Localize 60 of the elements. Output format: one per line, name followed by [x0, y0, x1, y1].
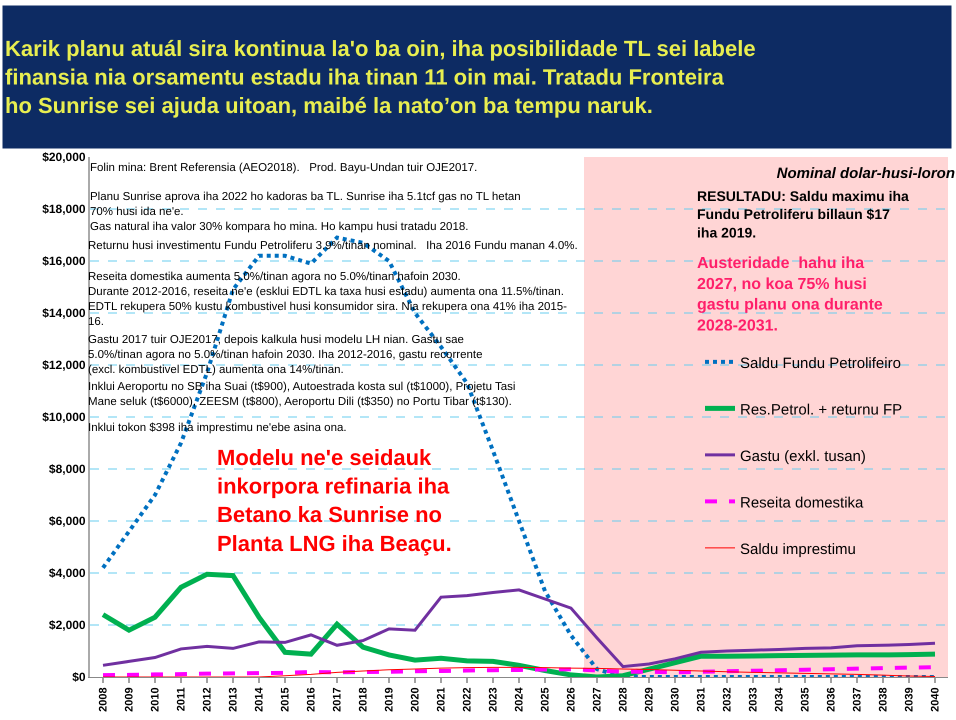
x-tick-label: 2023 — [488, 687, 500, 712]
x-tick-label: 2026 — [566, 687, 578, 712]
x-tick-label: 2036 — [826, 687, 838, 712]
x-tick-label: 2018 — [358, 687, 370, 712]
x-tick-label: 2029 — [644, 687, 656, 712]
y-tick-label: $16,000 — [42, 254, 86, 268]
x-tick-label: 2038 — [878, 687, 890, 712]
x-tick-label: 2019 — [384, 687, 396, 712]
y-tick-label: $18,000 — [42, 202, 86, 216]
annotation: Nominal dolar-husi-loron — [776, 165, 955, 182]
x-tick-label: 2027 — [592, 687, 604, 712]
legend-label: Saldu imprestimu — [740, 540, 856, 558]
y-tick-label: $6,000 — [48, 514, 86, 528]
x-tick-label: 2015 — [280, 687, 292, 712]
x-tick-label: 2014 — [254, 686, 266, 712]
x-tick-label: 2034 — [774, 686, 786, 712]
annotation: Inklui Aeroportu no SB iha Suai (t$900), Autoestrada kosta sul (t$1000), Projetu Tasi Mane seluk (t$6000), ZEESM (t$800), Aeroportu Dili (t$350) no Portu Tibar (t$130). — [88, 381, 516, 408]
x-tick-label: 2035 — [800, 687, 812, 712]
y-tick-label: $0 — [72, 670, 86, 684]
y-tick-label: $20,000 — [42, 150, 86, 164]
x-tick-label: 2033 — [748, 687, 760, 712]
annotation: RESULTADU: Saldu maximu iha Fundu Petroliferu billaun $17 iha 2019. — [697, 188, 910, 240]
x-tick-label: 2024 — [514, 686, 526, 712]
annotation: Inklui tokon $398 iha imprestimu ne'ebe asina ona. — [88, 422, 347, 434]
y-tick-label: $4,000 — [48, 566, 86, 580]
x-tick-label: 2012 — [202, 687, 214, 712]
x-tick-label: 2037 — [852, 687, 864, 712]
x-tick-label: 2009 — [124, 687, 136, 712]
x-tick-label: 2013 — [228, 687, 240, 712]
x-tick-label: 2039 — [904, 687, 916, 712]
y-tick-label: $14,000 — [42, 306, 86, 320]
annotation: Austeridade hahu iha 2027, no koa 75% husi gastu planu ona durante 2028-2031. — [697, 255, 883, 334]
x-tick-label: 2022 — [462, 687, 474, 712]
legend-label: Gastu (exkl. tusan) — [740, 448, 866, 465]
legend-label: Reseita domestika — [740, 494, 864, 512]
chart-title: Karik planu atuál sira kontinua la'o ba oin, iha posibilidade TL sei labele finansia nia orsamentu estadu iha tinan 11 oin mai. Tratadu Fronteira ho Sunrise sei ajuda uitoan, maibé la nato’on ba tempu naruk. — [5, 36, 756, 118]
y-tick-label: $10,000 — [42, 410, 86, 424]
y-tick-label: $2,000 — [48, 618, 86, 632]
x-tick-label: 2032 — [722, 687, 734, 712]
annotation: Gastu 2017 tuir OJE2017, depois kalkula husi modelu LH nian. Gastu sae 5.0%/tinan agora no 5.0%/tinan hafoin 2030. Iha 2012-2016, gastu recorrente (excl. kombustivel EDTL) aumenta ona 14%/tinan. — [88, 334, 482, 376]
x-tick-label: 2008 — [98, 687, 110, 712]
legend-label: Saldu Fundu Petrolifeiro — [740, 354, 901, 372]
x-tick-label: 2010 — [150, 687, 162, 712]
x-tick-label: 2028 — [618, 687, 630, 712]
annotation: Folin mina: Brent Referensia (AEO2018). Prod. Bayu-Undan tuir OJE2017. — [90, 162, 478, 174]
x-tick-label: 2025 — [540, 687, 552, 712]
x-tick-label: 2020 — [410, 687, 422, 712]
legend-label: Res.Petrol. + returnu FP — [740, 401, 902, 418]
y-tick-label: $8,000 — [48, 462, 86, 476]
x-tick-label: 2040 — [930, 687, 942, 712]
x-tick-label: 2021 — [436, 687, 448, 712]
x-tick-label: 2017 — [332, 687, 344, 712]
x-tick-label: 2031 — [696, 687, 708, 712]
annotation: Reseita domestika aumenta 5.0%/tinan agora no 5.0%/tinan hafoin 2030. Durante 2012-2016, reseita ne'e (esklui EDTL ka taxa husi estadu) aumenta ona 11.5%/tinan. EDTL rekupera 50% kustu kombustivel husi konsumidor sira. Nia rekupera ona 41% iha 2015- 16. — [88, 271, 568, 328]
y-tick-label: $12,000 — [42, 358, 86, 372]
x-tick-label: 2016 — [306, 687, 318, 712]
annotation: Planu Sunrise aprova iha 2022 ho kadoras ba TL. Sunrise iha 5.1tcf gas no TL hetan 70% husi ida ne'e. Gas natural iha valor 30% kompara ho mina. Ho kampu husi tratadu 2018. — [90, 191, 521, 233]
x-tick-label: 2030 — [670, 687, 682, 712]
x-tick-label: 2011 — [176, 687, 188, 712]
line-series — [102, 588, 936, 668]
